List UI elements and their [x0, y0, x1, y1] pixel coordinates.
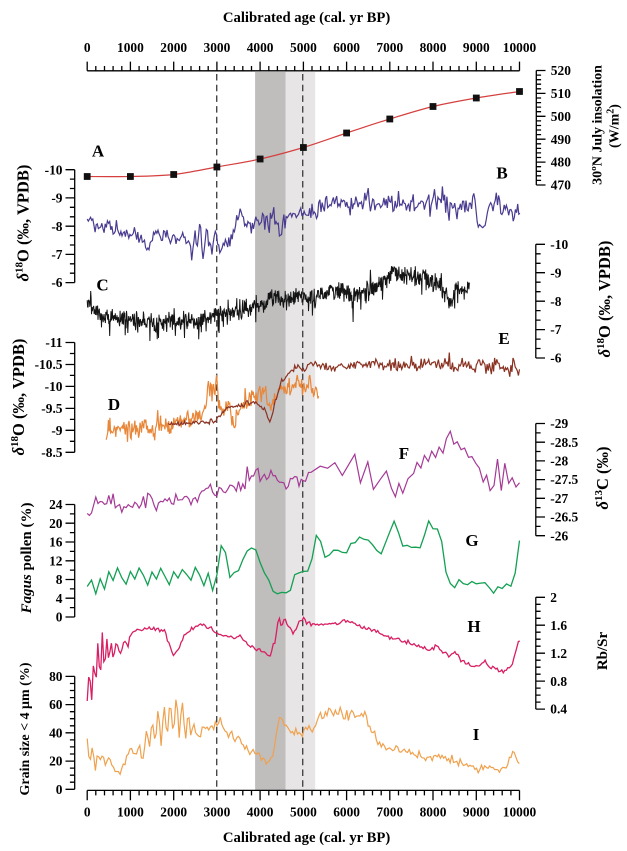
svg-text:-9: -9: [550, 265, 561, 280]
svg-text:470: 470: [551, 178, 571, 193]
svg-text:0: 0: [84, 804, 91, 819]
svg-text:-26: -26: [550, 528, 568, 543]
svg-text:60: 60: [49, 697, 63, 712]
svg-text:5000: 5000: [290, 804, 317, 819]
svg-text:20: 20: [49, 754, 63, 769]
svg-text:24: 24: [49, 497, 63, 512]
svg-text:7000: 7000: [376, 804, 403, 819]
svg-text:16: 16: [49, 535, 63, 550]
svg-text:-9: -9: [51, 423, 62, 438]
svg-text:20: 20: [49, 516, 63, 531]
svg-text:δ18O (‰, VPDB): δ18O (‰, VPDB): [14, 165, 33, 282]
svg-text:2000: 2000: [160, 804, 187, 819]
svg-text:C: C: [96, 275, 108, 294]
svg-text:10000: 10000: [503, 804, 537, 819]
svg-text:3000: 3000: [204, 804, 231, 819]
svg-text:0.4: 0.4: [550, 702, 567, 717]
svg-text:-9: -9: [51, 191, 62, 206]
svg-text:5000: 5000: [290, 40, 317, 55]
svg-text:Calibrated age (cal. yr BP): Calibrated age (cal. yr BP): [223, 10, 390, 26]
svg-text:-11: -11: [45, 335, 62, 350]
svg-text:-27: -27: [550, 491, 568, 506]
svg-text:3000: 3000: [204, 40, 231, 55]
svg-text:0: 0: [84, 40, 91, 55]
svg-text:8: 8: [56, 572, 63, 587]
svg-text:2000: 2000: [160, 40, 187, 55]
svg-text:A: A: [92, 141, 105, 160]
svg-text:30ºN July insolation: 30ºN July insolation: [591, 65, 606, 185]
svg-text:6000: 6000: [333, 40, 360, 55]
svg-text:E: E: [498, 329, 509, 348]
svg-text:1.2: 1.2: [550, 646, 567, 661]
svg-text:-6: -6: [550, 351, 561, 366]
svg-text:Rb/Sr: Rb/Sr: [595, 631, 611, 670]
svg-text:Calibrated age (cal. yr BP): Calibrated age (cal. yr BP): [223, 830, 390, 846]
svg-text:7000: 7000: [376, 40, 403, 55]
svg-text:-8: -8: [51, 219, 62, 234]
svg-text:6000: 6000: [333, 804, 360, 819]
svg-text:1000: 1000: [117, 40, 144, 55]
svg-text:12: 12: [49, 553, 63, 568]
svg-text:(W/m2): (W/m2): [606, 104, 623, 148]
svg-text:4000: 4000: [247, 804, 274, 819]
svg-text:Fagus pollen (%): Fagus pollen (%): [19, 503, 35, 615]
svg-text:4: 4: [56, 591, 63, 606]
svg-text:-10: -10: [45, 162, 63, 177]
svg-text:-10: -10: [550, 237, 568, 252]
svg-text:δ13C (‰): δ13C (‰): [593, 447, 612, 510]
svg-text:9000: 9000: [463, 804, 490, 819]
svg-text:δ18O (‰, VPDB): δ18O (‰, VPDB): [9, 339, 28, 456]
svg-text:G: G: [465, 531, 478, 550]
svg-text:B: B: [496, 163, 507, 182]
svg-text:-29: -29: [550, 416, 568, 431]
svg-text:-8.5: -8.5: [41, 445, 63, 460]
svg-text:40: 40: [49, 725, 63, 740]
svg-text:510: 510: [551, 86, 571, 101]
svg-text:-7: -7: [51, 247, 62, 262]
svg-text:2: 2: [550, 590, 557, 605]
svg-text:-27.5: -27.5: [550, 472, 578, 487]
svg-text:80: 80: [49, 669, 63, 684]
svg-text:-7: -7: [550, 322, 561, 337]
svg-text:-26.5: -26.5: [550, 510, 578, 525]
svg-text:-28: -28: [550, 454, 568, 469]
svg-text:480: 480: [551, 155, 571, 170]
svg-text:0: 0: [56, 782, 63, 797]
svg-text:-10: -10: [45, 379, 63, 394]
svg-text:δ18O (‰, VPDB): δ18O (‰, VPDB): [595, 241, 614, 358]
svg-text:D: D: [108, 395, 120, 414]
svg-text:1.6: 1.6: [550, 618, 567, 633]
svg-text:I: I: [473, 725, 480, 744]
svg-text:-8: -8: [550, 294, 561, 309]
svg-text:490: 490: [551, 132, 571, 147]
svg-text:1000: 1000: [117, 804, 144, 819]
svg-text:8000: 8000: [420, 804, 447, 819]
svg-text:F: F: [399, 444, 409, 463]
svg-text:-6: -6: [51, 275, 62, 290]
svg-text:0.8: 0.8: [550, 674, 567, 689]
svg-text:-28.5: -28.5: [550, 435, 578, 450]
svg-text:-10.5: -10.5: [35, 357, 63, 372]
svg-text:-9.5: -9.5: [41, 401, 63, 416]
svg-text:0: 0: [56, 610, 63, 625]
svg-text:500: 500: [551, 109, 571, 124]
svg-text:Grain size < 4 μm (%): Grain size < 4 μm (%): [18, 662, 33, 795]
svg-text:520: 520: [551, 63, 571, 78]
svg-text:9000: 9000: [463, 40, 490, 55]
svg-text:4000: 4000: [247, 40, 274, 55]
svg-text:H: H: [467, 617, 480, 636]
svg-text:10000: 10000: [503, 40, 537, 55]
svg-text:8000: 8000: [420, 40, 447, 55]
